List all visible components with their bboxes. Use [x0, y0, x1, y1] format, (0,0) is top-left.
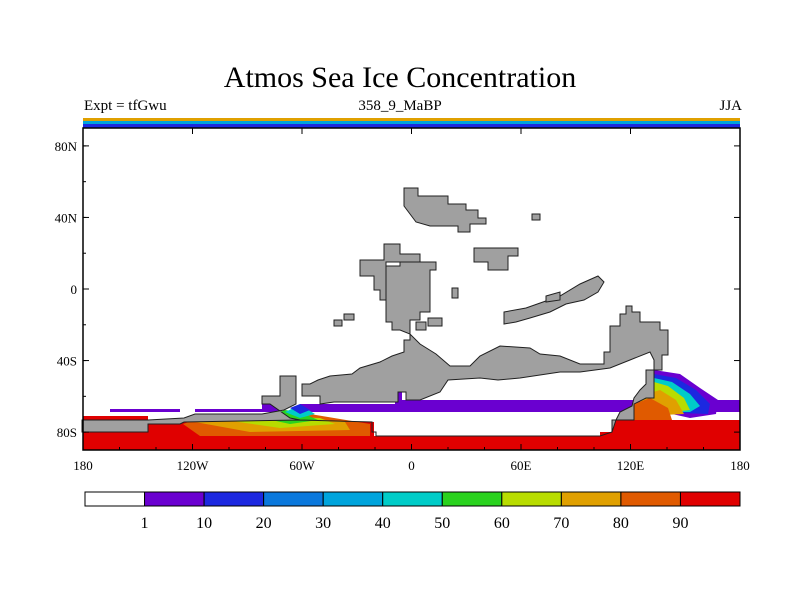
y-tick-label: 40N — [55, 210, 78, 225]
x-tick-label: 60W — [289, 458, 315, 473]
colorbar-swatch — [382, 491, 443, 507]
x-tick-label: 180 — [73, 458, 93, 473]
colorbar-swatch — [501, 491, 562, 507]
y-tick-label: 80N — [55, 139, 78, 154]
age-label: 358_9_MaBP — [358, 98, 442, 114]
arc-fragment — [545, 291, 561, 303]
island-sw-2 — [343, 313, 355, 321]
colorbar-swatch — [560, 491, 622, 507]
x-tick-label: 0 — [408, 458, 415, 473]
colorbar-label: 80 — [613, 515, 629, 532]
central-landmass — [359, 243, 421, 301]
colorbar-swatch — [203, 491, 265, 507]
colorbar-label: 40 — [375, 515, 391, 532]
island-sw-1 — [333, 319, 343, 327]
colorbar-label: 30 — [315, 515, 331, 532]
eurasia — [403, 187, 487, 233]
colorbar-label: 60 — [494, 515, 510, 532]
colorbar-label: 50 — [434, 515, 450, 532]
x-tick-label: 60E — [511, 458, 532, 473]
colorbar-label: 70 — [553, 515, 569, 532]
y-axis: 80N 40N 0 40S 80S — [55, 139, 740, 440]
colorbar-swatch — [679, 491, 741, 507]
island-sw-4 — [427, 317, 443, 327]
colorbar-swatch — [263, 491, 324, 507]
x-tick-label: 180 — [730, 458, 750, 473]
colorbar-label: 1 — [141, 515, 149, 532]
island-east-2 — [531, 213, 541, 221]
x-tick-label: 120W — [177, 458, 210, 473]
map-title: Atmos Sea Ice Concentration — [223, 61, 577, 94]
x-tick-label: 120E — [617, 458, 645, 473]
colorbar-label: 10 — [196, 515, 212, 532]
island-sw-3 — [415, 321, 427, 331]
land-masses — [81, 187, 669, 437]
colorbar-swatch — [144, 491, 205, 507]
antarctica — [81, 257, 669, 437]
season-label: JJA — [719, 98, 742, 114]
y-tick-label: 40S — [57, 354, 77, 369]
y-tick-label: 80S — [57, 425, 77, 440]
island-east-1 — [473, 247, 519, 271]
colorbar-swatch — [620, 491, 681, 507]
y-tick-label: 0 — [71, 282, 78, 297]
north-pole-ice-band — [83, 118, 740, 128]
colorbar-swatch — [322, 491, 384, 507]
colorbar: 1 10 20 30 40 50 60 70 80 90 — [84, 491, 741, 532]
colorbar-swatch — [441, 491, 503, 507]
island-mid — [451, 287, 459, 299]
x-axis: 180 120W 60W 0 60E 120E 180 — [73, 128, 750, 473]
experiment-label: Expt = tfGwu — [84, 98, 167, 114]
ice-tongue-east-red — [634, 398, 672, 420]
colorbar-label: 20 — [256, 515, 272, 532]
ice-tongue-west-blue — [290, 404, 310, 414]
colorbar-label: 90 — [672, 515, 688, 532]
colorbar-swatch — [84, 491, 146, 507]
